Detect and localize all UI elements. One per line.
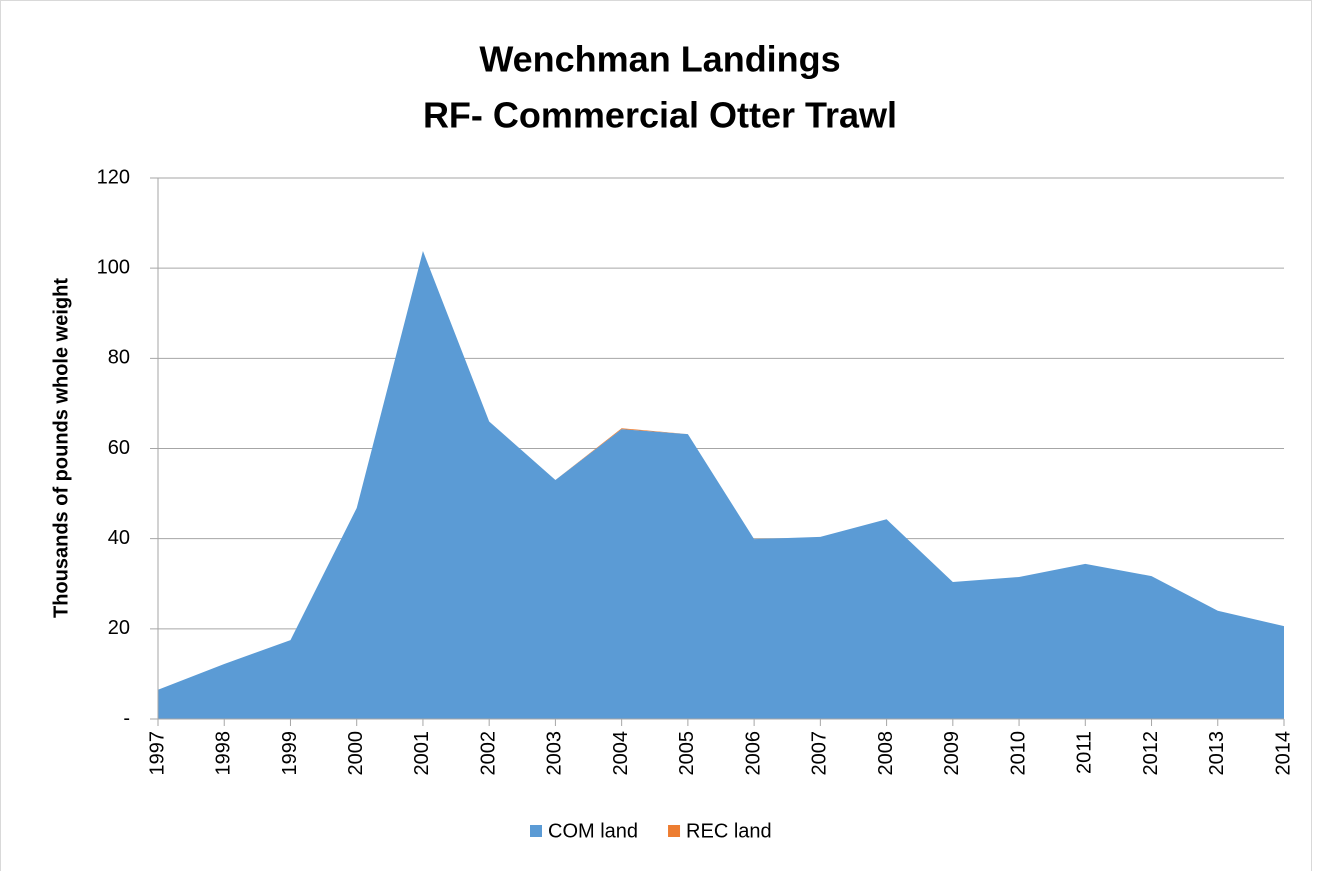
x-tick-label: 2001 [411, 731, 433, 776]
chart-title: Wenchman Landings [479, 39, 840, 80]
x-tick-label: 1998 [213, 731, 235, 776]
x-tick-label: 2008 [875, 731, 897, 776]
x-tick-label: 1997 [146, 731, 168, 776]
x-tick-label: 2011 [1074, 731, 1096, 774]
x-tick-label: 2004 [610, 731, 632, 776]
y-tick-label: 40 [108, 527, 130, 549]
x-tick-label: 2012 [1140, 731, 1162, 776]
y-tick-label: - [123, 707, 130, 729]
area [158, 251, 1284, 719]
y-axis-label: Thousands of pounds whole weight [50, 278, 72, 618]
x-tick-label: 1999 [279, 731, 301, 776]
legend-swatch [530, 825, 542, 837]
y-tick-label: 80 [108, 347, 130, 369]
legend-label: REC land [686, 820, 772, 842]
x-tick-label: 2013 [1206, 731, 1228, 776]
x-tick-label: 2000 [345, 731, 367, 776]
legend-label: COM land [548, 820, 638, 842]
chart-title: RF- Commercial Otter Trawl [423, 95, 897, 136]
x-tick-label: 2002 [477, 731, 499, 776]
y-tick-label: 60 [108, 437, 130, 459]
x-tick-label: 2010 [1007, 731, 1029, 776]
x-tick-label: 2007 [809, 731, 831, 776]
x-tick-label: 2009 [941, 731, 963, 776]
y-tick-label: 20 [108, 617, 130, 639]
x-tick-label: 2006 [742, 731, 764, 776]
x-tick-label: 2003 [544, 731, 566, 776]
x-tick-label: 2005 [676, 731, 698, 776]
x-tick-label: 2014 [1272, 731, 1294, 776]
y-tick-label: 100 [97, 256, 130, 278]
y-tick-label: 120 [97, 166, 130, 188]
legend-swatch [668, 825, 681, 837]
